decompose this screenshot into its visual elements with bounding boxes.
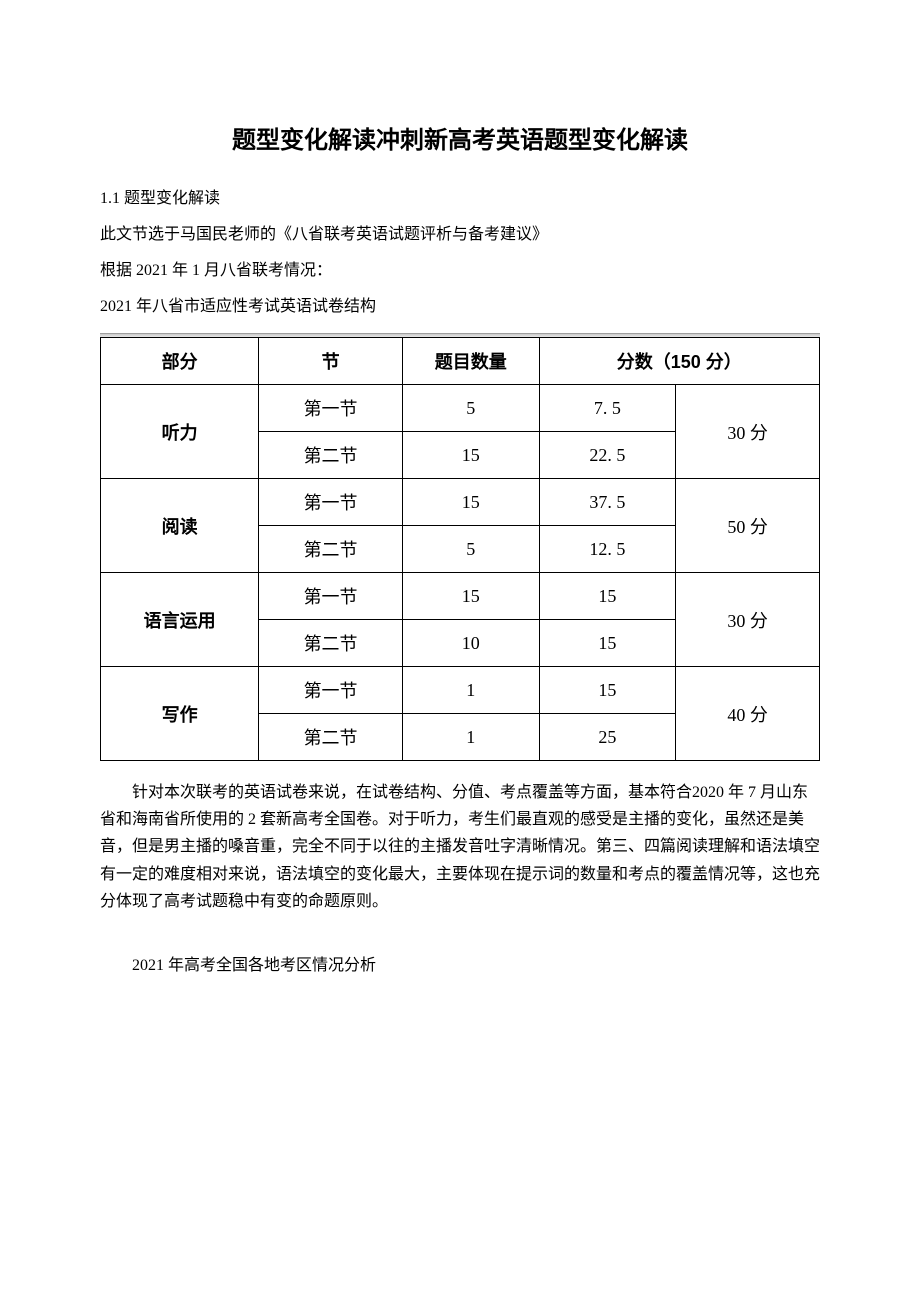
cell-score: 15 <box>539 667 676 714</box>
table-header-row: 部分 节 题目数量 分数（150 分） <box>101 338 820 385</box>
cell-count: 15 <box>402 479 539 526</box>
cell-count: 15 <box>402 573 539 620</box>
cell-count: 1 <box>402 714 539 761</box>
cell-section: 第一节 <box>259 479 403 526</box>
cell-group-label: 语言运用 <box>101 573 259 667</box>
cell-score: 7. 5 <box>539 385 676 432</box>
cell-score: 15 <box>539 620 676 667</box>
cell-score: 37. 5 <box>539 479 676 526</box>
th-section: 节 <box>259 338 403 385</box>
table-row: 语言运用 第一节 15 15 30 分 <box>101 573 820 620</box>
intro-line-4: 2021 年八省市适应性考试英语试卷结构 <box>100 291 820 323</box>
analysis-paragraph: 针对本次联考的英语试卷来说，在试卷结构、分值、考点覆盖等方面，基本符合2020 … <box>100 779 820 915</box>
cell-score: 25 <box>539 714 676 761</box>
table-row: 阅读 第一节 15 37. 5 50 分 <box>101 479 820 526</box>
document-body: 题型变化解读冲刺新高考英语题型变化解读 1.1 题型变化解读 此文节选于马国民老… <box>100 120 820 975</box>
structure-table-wrap: 部分 节 题目数量 分数（150 分） 听力 第一节 5 7. 5 30 分 第… <box>100 333 820 761</box>
subheading: 2021 年高考全国各地考区情况分析 <box>100 951 820 975</box>
cell-section: 第二节 <box>259 620 403 667</box>
th-count: 题目数量 <box>402 338 539 385</box>
cell-count: 5 <box>402 526 539 573</box>
cell-count: 1 <box>402 667 539 714</box>
structure-table: 部分 节 题目数量 分数（150 分） 听力 第一节 5 7. 5 30 分 第… <box>100 337 820 761</box>
cell-group-label: 听力 <box>101 385 259 479</box>
intro-line-2: 此文节选于马国民老师的《八省联考英语试题评析与备考建议》 <box>100 219 820 251</box>
intro-line-1: 1.1 题型变化解读 <box>100 183 820 215</box>
cell-section: 第二节 <box>259 432 403 479</box>
cell-total: 40 分 <box>676 667 820 761</box>
cell-section: 第一节 <box>259 573 403 620</box>
cell-group-label: 写作 <box>101 667 259 761</box>
cell-total: 50 分 <box>676 479 820 573</box>
cell-section: 第二节 <box>259 526 403 573</box>
th-part: 部分 <box>101 338 259 385</box>
th-score: 分数（150 分） <box>539 338 819 385</box>
cell-section: 第二节 <box>259 714 403 761</box>
cell-section: 第一节 <box>259 385 403 432</box>
cell-group-label: 阅读 <box>101 479 259 573</box>
page-title: 题型变化解读冲刺新高考英语题型变化解读 <box>100 120 820 155</box>
table-row: 听力 第一节 5 7. 5 30 分 <box>101 385 820 432</box>
cell-total: 30 分 <box>676 573 820 667</box>
cell-section: 第一节 <box>259 667 403 714</box>
cell-count: 15 <box>402 432 539 479</box>
cell-score: 22. 5 <box>539 432 676 479</box>
cell-count: 5 <box>402 385 539 432</box>
intro-line-3: 根据 2021 年 1 月八省联考情况： <box>100 255 820 287</box>
cell-total: 30 分 <box>676 385 820 479</box>
cell-score: 15 <box>539 573 676 620</box>
cell-count: 10 <box>402 620 539 667</box>
table-row: 写作 第一节 1 15 40 分 <box>101 667 820 714</box>
cell-score: 12. 5 <box>539 526 676 573</box>
